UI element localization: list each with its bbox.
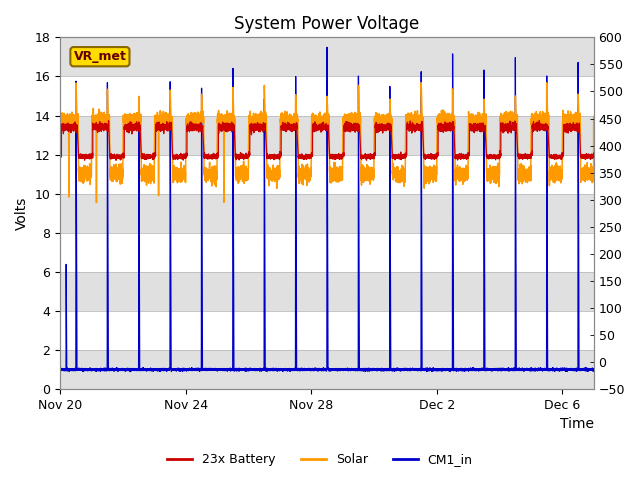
Text: VR_met: VR_met: [74, 50, 126, 63]
Bar: [60, 155, 594, 194]
Bar: [60, 116, 594, 155]
Legend: 23x Battery, Solar, CM1_in: 23x Battery, Solar, CM1_in: [163, 448, 477, 471]
Title: System Power Voltage: System Power Voltage: [234, 15, 420, 33]
X-axis label: Time: Time: [559, 418, 594, 432]
Bar: [60, 76, 594, 116]
Bar: [60, 350, 594, 389]
Bar: [60, 233, 594, 272]
Bar: [60, 311, 594, 350]
Y-axis label: Volts: Volts: [15, 196, 29, 230]
Bar: [60, 37, 594, 76]
Bar: [60, 272, 594, 311]
Bar: [60, 194, 594, 233]
